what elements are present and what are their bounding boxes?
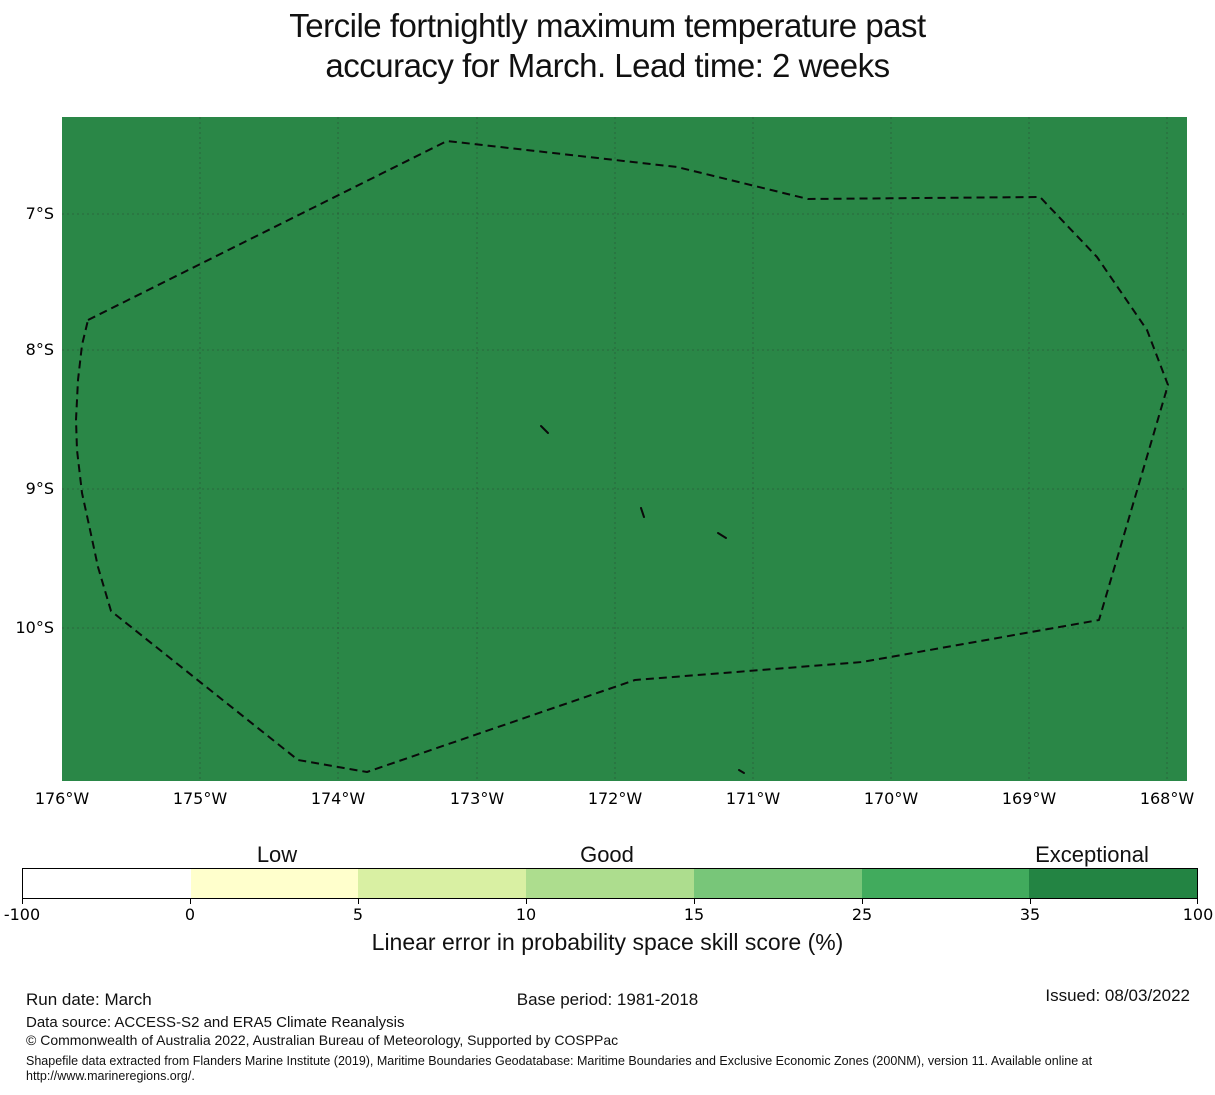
data-source-text: Data source: ACCESS-S2 and ERA5 Climate …: [26, 1014, 405, 1031]
shapefile-note-line1: Shapefile data extracted from Flanders M…: [26, 1054, 1093, 1068]
shapefile-note-url: http://www.marineregions.org/.: [26, 1069, 195, 1083]
x-tick-170w: 170°W: [863, 789, 919, 808]
x-tick-171w: 171°W: [725, 789, 781, 808]
base-period-text: Base period: 1981-2018: [516, 990, 699, 1009]
colorbar-tick-label: 100: [1182, 905, 1214, 924]
page-title-line1: Tercile fortnightly maximum temperature …: [289, 7, 926, 44]
colorbar-tick-label: 5: [352, 905, 364, 924]
x-tick-169w: 169°W: [1001, 789, 1057, 808]
colorbar-tick-label: 25: [851, 905, 873, 924]
colorbar-tick-label: 35: [1019, 905, 1041, 924]
colorbar-category-good: Good: [580, 842, 634, 867]
colorbar-tick: [1030, 899, 1031, 904]
colorbar-tick: [1197, 899, 1198, 904]
colorbar-tick-label: -100: [3, 905, 41, 924]
y-tick-10s: 10°S: [15, 618, 54, 637]
colorbar-segment-4: [526, 869, 694, 898]
map-area: [62, 117, 1187, 781]
colorbar-segment-6: [861, 869, 1030, 898]
colorbar-category-low: Low: [256, 842, 298, 867]
colorbar-tick-label: 15: [683, 905, 705, 924]
colorbar-segment-2: [190, 869, 359, 898]
colorbar-tick: [862, 899, 863, 904]
eez-dashed-boundary: [75, 140, 1169, 773]
colorbar: [22, 868, 1198, 899]
x-tick-173w: 173°W: [449, 789, 505, 808]
map-canvas: [62, 117, 1187, 781]
colorbar-segment-3: [358, 869, 527, 898]
page-title: Tercile fortnightly maximum temperature …: [0, 6, 1215, 86]
colorbar-tick: [694, 899, 695, 904]
colorbar-tick: [22, 899, 23, 904]
colorbar-axis-label: Linear error in probability space skill …: [371, 929, 844, 955]
copyright-text: © Commonwealth of Australia 2022, Austra…: [26, 1032, 619, 1048]
page-title-line2: accuracy for March. Lead time: 2 weeks: [325, 47, 890, 84]
x-tick-168w: 168°W: [1139, 789, 1195, 808]
run-date-text: Run date: March: [26, 990, 152, 1009]
issued-date-text: Issued: 08/03/2022: [1045, 986, 1190, 1005]
colorbar-segment-7: [1029, 869, 1198, 898]
y-tick-7s: 7°S: [25, 204, 54, 223]
colorbar-tick-label: 10: [515, 905, 537, 924]
x-tick-176w: 176°W: [34, 789, 90, 808]
y-tick-9s: 9°S: [25, 479, 54, 498]
island-marks: [540, 425, 745, 774]
x-tick-174w: 174°W: [310, 789, 366, 808]
colorbar-tick: [358, 899, 359, 904]
grid-lines: [62, 117, 1187, 781]
colorbar-tick: [526, 899, 527, 904]
y-tick-8s: 8°S: [25, 340, 54, 359]
x-tick-175w: 175°W: [172, 789, 228, 808]
x-tick-172w: 172°W: [587, 789, 643, 808]
colorbar-tick: [190, 899, 191, 904]
colorbar-tick-label: 0: [184, 905, 196, 924]
shapefile-note: Shapefile data extracted from Flanders M…: [26, 1054, 1206, 1084]
colorbar-category-exceptional: Exceptional: [1035, 842, 1149, 867]
colorbar-segment-5: [693, 869, 862, 898]
colorbar-segment-1: [23, 869, 191, 898]
